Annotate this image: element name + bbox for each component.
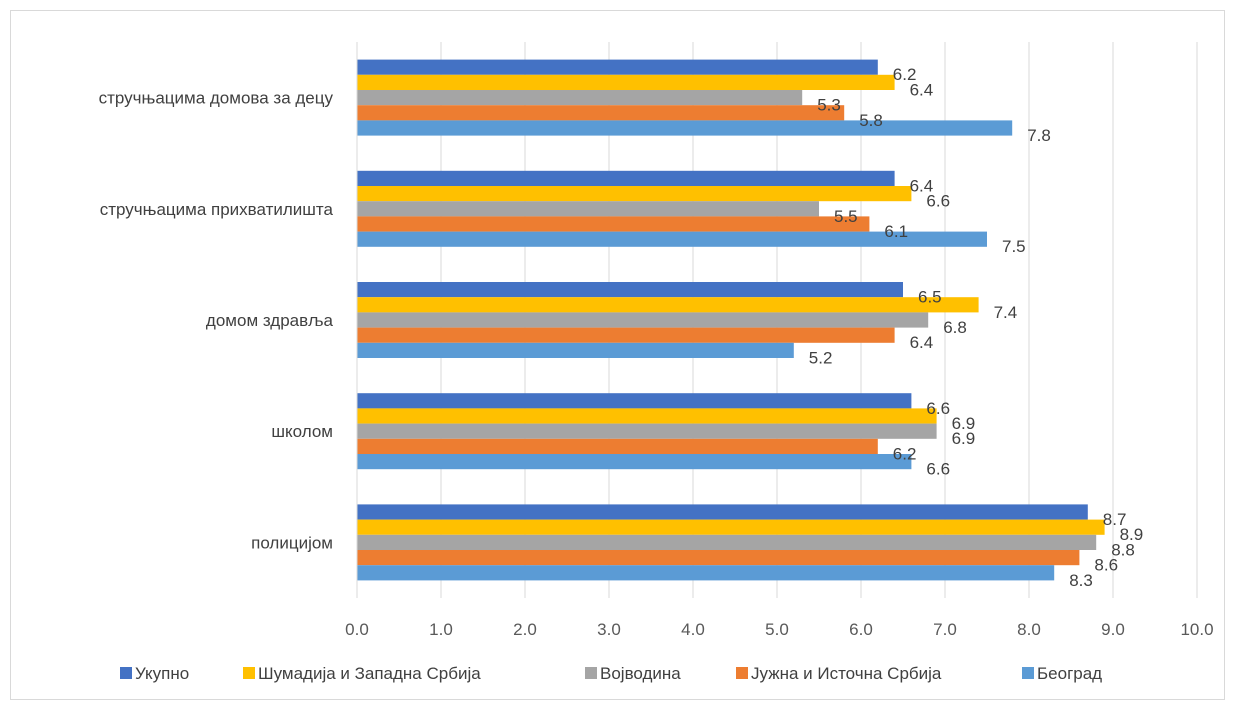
data-label: 6.6 (926, 192, 950, 211)
data-label: 8.8 (1111, 540, 1135, 559)
bar (357, 231, 987, 247)
data-label: 6.9 (952, 414, 976, 433)
axes: 0.0 1.0 2.0 3.0 4.0 5.0 6.0 7.0 8.0 9.0 10.0 стручњ… (99, 42, 1214, 639)
category-label: стручњацима прихватилишта (100, 200, 334, 219)
bar (357, 74, 895, 90)
x-tick-label: 3.0 (597, 620, 621, 639)
data-label: 6.6 (926, 460, 950, 479)
data-label: 6.8 (943, 318, 967, 337)
data-label: 5.8 (859, 111, 883, 130)
data-label: 6.4 (910, 80, 934, 99)
data-label: 8.3 (1069, 571, 1093, 590)
bar (357, 105, 845, 121)
x-tick-label: 9.0 (1101, 620, 1125, 639)
bar (357, 565, 1055, 581)
bar (357, 519, 1105, 535)
data-labels: 6.26.45.35.87.86.46.65.56.17.56.57.46.86… (809, 65, 1143, 590)
data-label: 8.7 (1103, 510, 1127, 529)
data-label: 7.4 (994, 303, 1018, 322)
x-tick-label: 2.0 (513, 620, 537, 639)
bar (357, 454, 912, 470)
category-label: стручњацима домова за децу (99, 89, 334, 108)
legend-label: Београд (1037, 664, 1102, 683)
bar (357, 282, 903, 298)
legend: Укупно Шумадија и Западна Србија Војводина… (120, 664, 1102, 683)
x-tick-label: 8.0 (1017, 620, 1041, 639)
legend-swatch (736, 667, 748, 679)
bar (357, 312, 929, 328)
data-label: 6.1 (884, 222, 908, 241)
x-tick-label: 10.0 (1180, 620, 1213, 639)
data-label: 6.6 (926, 399, 950, 418)
category-label: школом (271, 422, 333, 441)
bar (357, 216, 870, 232)
bar (357, 170, 895, 186)
bar (357, 186, 912, 202)
data-label: 8.6 (1094, 556, 1118, 575)
legend-label: Војводина (600, 664, 681, 683)
legend-label: Шумадија и Западна Србија (258, 664, 481, 683)
bar (357, 327, 895, 343)
bar (357, 201, 819, 217)
bar (357, 90, 803, 106)
data-label: 6.4 (910, 333, 934, 352)
bar (357, 550, 1080, 566)
bar (357, 504, 1088, 520)
bars (357, 59, 1105, 581)
legend-label: Укупно (135, 664, 189, 683)
bar (357, 59, 878, 75)
bar (357, 297, 979, 313)
x-tick-label: 6.0 (849, 620, 873, 639)
data-label: 7.8 (1027, 126, 1051, 145)
legend-swatch (1022, 667, 1034, 679)
data-label: 5.5 (834, 207, 858, 226)
bar (357, 120, 1013, 136)
data-label: 8.9 (1120, 525, 1144, 544)
x-tick-label: 0.0 (345, 620, 369, 639)
data-label: 5.3 (817, 96, 841, 115)
data-label: 6.2 (893, 444, 917, 463)
data-label: 5.2 (809, 348, 833, 367)
bar (357, 393, 912, 409)
bar (357, 438, 878, 454)
category-label: полицијом (251, 533, 333, 552)
x-tick-label: 4.0 (681, 620, 705, 639)
chart-frame (10, 10, 1225, 700)
legend-swatch (243, 667, 255, 679)
x-tick-label: 5.0 (765, 620, 789, 639)
bar (357, 534, 1097, 550)
data-label: 6.5 (918, 288, 942, 307)
data-label: 6.9 (952, 429, 976, 448)
legend-label: Јужна и Источна Србија (751, 664, 942, 683)
data-label: 7.5 (1002, 237, 1026, 256)
legend-swatch (585, 667, 597, 679)
category-label: домом здравља (206, 311, 334, 330)
bar (357, 423, 937, 439)
bar (357, 342, 794, 358)
bar (357, 408, 937, 424)
data-label: 6.2 (893, 65, 917, 84)
data-label: 6.4 (910, 176, 934, 195)
legend-swatch (120, 667, 132, 679)
x-tick-label: 7.0 (933, 620, 957, 639)
x-tick-label: 1.0 (429, 620, 453, 639)
